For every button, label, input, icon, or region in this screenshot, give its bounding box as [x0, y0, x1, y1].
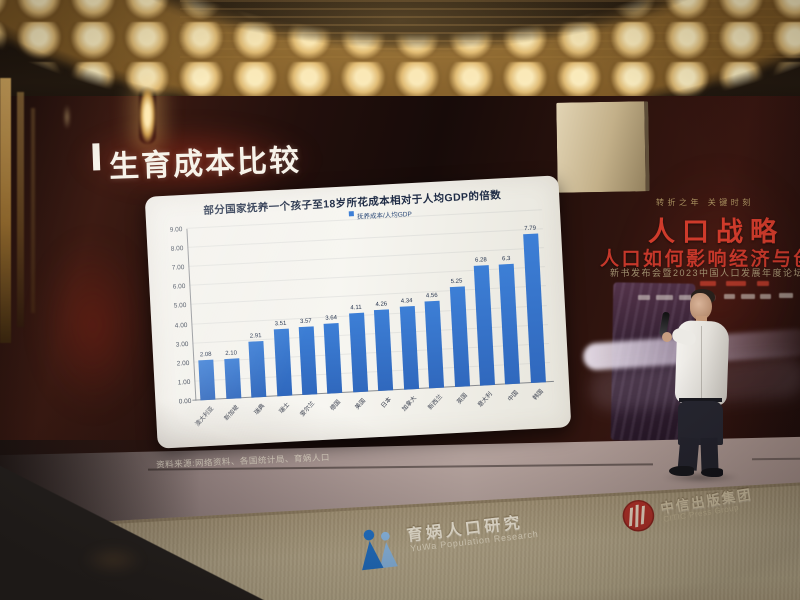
speaker-hand — [662, 332, 672, 342]
sponsor-logo — [679, 295, 692, 300]
sponsor-logo — [724, 294, 735, 299]
right-panel-subtitle: 人口如何影响经济与创新 — [600, 249, 800, 270]
beige-pillar — [556, 101, 650, 193]
light-strip — [17, 92, 24, 327]
shirt-placket — [701, 326, 702, 398]
section-title-text: 生育成本比较 — [108, 144, 302, 184]
light-strip — [0, 78, 11, 343]
floor-reflection — [82, 545, 144, 575]
citic-circle-icon — [622, 499, 655, 532]
section-title: 生育成本比较 — [92, 133, 353, 188]
sponsor-logo — [741, 294, 755, 299]
speaker-belt — [679, 398, 722, 402]
title-bar-mark — [92, 143, 101, 171]
right-panel-tagline: 转折之年 关键时刻 — [656, 198, 754, 207]
stage-lamp — [139, 86, 156, 144]
speaker-head — [690, 293, 712, 320]
speaker-shoe — [701, 468, 723, 477]
projection-screen: 部分国家抚养一个孩子至18岁所花成本相对于人均GDP的倍数 抚养成本/人均GDP… — [144, 175, 572, 449]
dark-floor-corner — [0, 465, 265, 600]
citic-logo: 中信出版集团 CITIC Press Group — [619, 473, 796, 555]
yuwa-people-icon — [362, 529, 398, 571]
red-glow — [18, 200, 168, 450]
sponsor-logo — [700, 281, 716, 286]
sponsor-logo — [656, 295, 673, 300]
sponsor-logo — [638, 295, 650, 300]
sponsor-logo — [757, 281, 769, 286]
sponsor-logo — [726, 281, 746, 286]
speaker — [646, 288, 758, 488]
screen-glare — [144, 175, 572, 449]
right-panel-title: 人口战略 — [648, 217, 784, 247]
stage-lamp — [62, 100, 72, 134]
right-panel-event-line: 新书发布会暨2023中国人口发展年度论坛 — [610, 268, 800, 278]
speaker-shadow — [662, 472, 740, 483]
sponsor-logo — [760, 294, 771, 299]
speaker-shoe — [669, 466, 694, 476]
sponsor-logo — [779, 293, 793, 298]
yuwa-logo: 育娲人口研究 YuWa Population Research — [353, 499, 598, 586]
light-strip — [31, 108, 35, 313]
